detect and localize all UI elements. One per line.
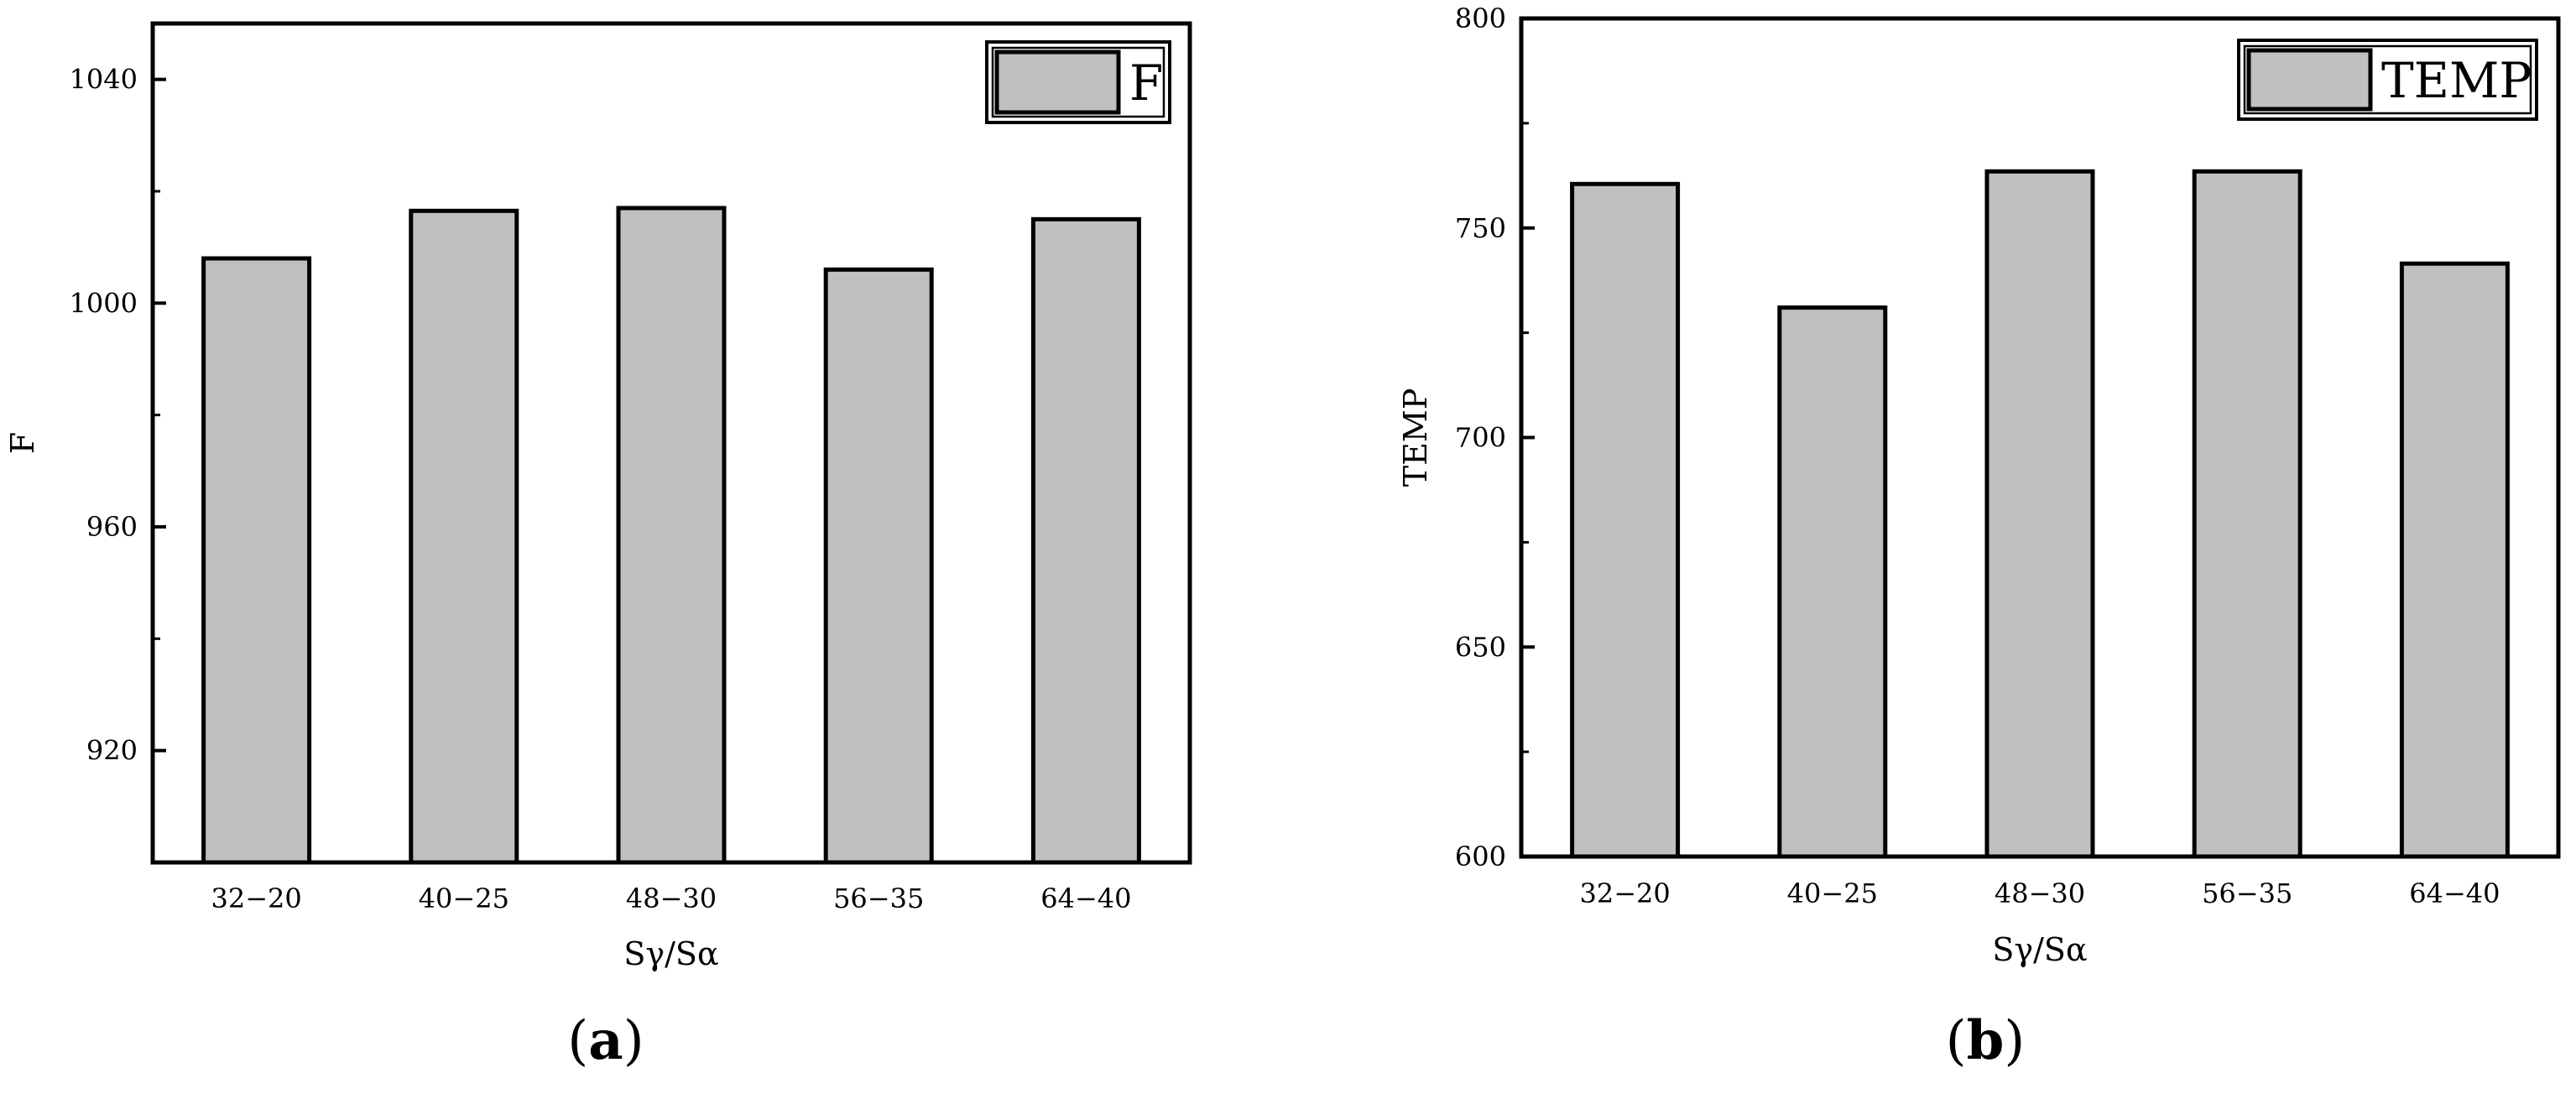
x-tick-label-a-4: 56−35 <box>833 883 924 914</box>
x-axis-title-b: Sγ/Sα <box>1992 931 2087 968</box>
y-ticks-a: 920 960 1000 1040 <box>70 64 166 767</box>
y-tick-label-b-4: 750 <box>1455 212 1506 244</box>
x-tick-label-b-1: 32−20 <box>1579 878 1670 909</box>
y-axis-title-a: F <box>4 432 41 454</box>
bar-b-1 <box>1570 181 1681 859</box>
panel-label-b: (b) <box>1946 1009 2026 1072</box>
legend-box-inner-b <box>2243 44 2532 115</box>
plot-frame-a <box>150 21 1192 865</box>
legend-b: TEMP <box>2237 39 2538 121</box>
x-tick-label-a-1: 32−20 <box>211 883 301 914</box>
chart-panel-b: 600 650 700 750 800 32−20 40−25 48−30 56−35 64−4… <box>1397 3 2561 968</box>
x-tick-labels-a: 32−20 40−25 48−30 56−35 64−40 <box>211 883 1131 914</box>
bar-b-5 <box>2399 261 2510 859</box>
x-tick-label-a-5: 64−40 <box>1040 883 1131 914</box>
y-ticks-b: 600 650 700 750 800 <box>1455 3 1535 872</box>
y-axis-title-b: TEMP <box>1397 388 1434 487</box>
bar-b-2 <box>1777 305 1888 859</box>
y-tick-label-b-3: 700 <box>1455 422 1506 454</box>
y-tick-label-a-2: 960 <box>86 511 138 543</box>
bar-a-4 <box>823 267 934 865</box>
bars-group-a <box>201 206 1141 865</box>
legend-a: F <box>985 40 1171 124</box>
chart-panel-a: 920 960 1000 1040 32−20 40−25 48−30 56−35 64−40… <box>4 21 1192 972</box>
y-tick-label-b-1: 600 <box>1455 841 1506 872</box>
y-tick-label-a-3: 1000 <box>70 287 138 319</box>
y-tick-label-a-1: 920 <box>86 735 138 767</box>
x-tick-label-b-4: 56−35 <box>2202 878 2292 909</box>
x-tick-label-b-5: 64−40 <box>2409 878 2500 909</box>
y-tick-label-a-4: 1040 <box>70 64 138 96</box>
legend-label-a: F <box>1129 55 1163 112</box>
x-tick-labels-b: 32−20 40−25 48−30 56−35 64−40 <box>1579 878 2500 909</box>
bar-b-3 <box>1984 169 2095 859</box>
bar-a-1 <box>201 256 312 865</box>
legend-label-b: TEMP <box>2381 52 2532 109</box>
legend-swatch-b <box>2246 48 2373 112</box>
legend-box-inner-a <box>991 46 1165 118</box>
x-axis-title-a: Sγ/Sα <box>623 935 718 972</box>
bars-group-b <box>1570 169 2510 859</box>
x-tick-label-a-2: 40−25 <box>419 883 509 914</box>
y-tick-label-b-2: 650 <box>1455 631 1506 663</box>
panel-label-a: (a) <box>567 1009 644 1072</box>
bar-a-2 <box>409 208 519 865</box>
x-tick-label-b-3: 48−30 <box>1995 878 2085 909</box>
x-tick-label-b-2: 40−25 <box>1787 878 1878 909</box>
bar-b-4 <box>2192 169 2302 859</box>
bar-a-3 <box>616 206 727 865</box>
y-tick-label-b-5: 800 <box>1455 3 1506 34</box>
bar-a-5 <box>1030 216 1141 865</box>
legend-swatch-a <box>994 49 1121 115</box>
x-tick-label-a-3: 48−30 <box>626 883 717 914</box>
